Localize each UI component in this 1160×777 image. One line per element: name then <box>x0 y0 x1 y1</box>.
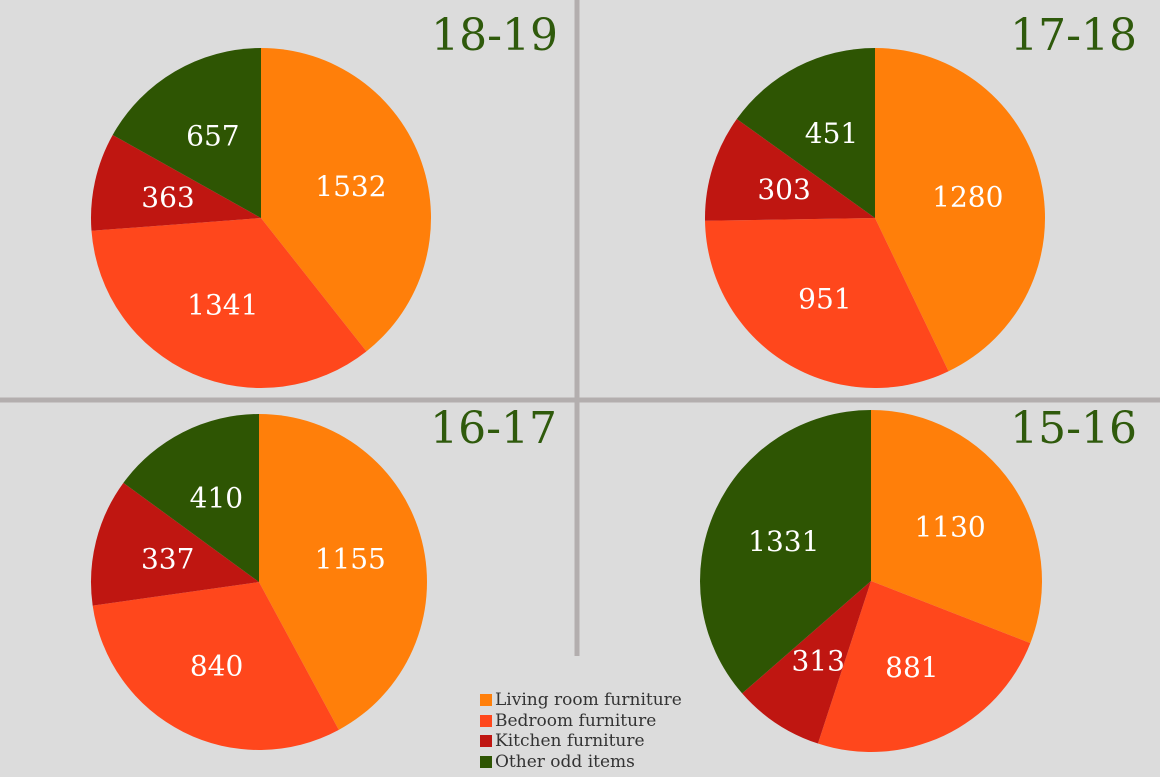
pie-slice-living-room <box>871 410 1042 644</box>
pie-slices <box>700 410 1042 752</box>
legend-label: Other odd items <box>495 751 635 772</box>
pie-slice-label-other: 451 <box>805 117 858 150</box>
pie-slice-label-living-room: 1155 <box>315 543 386 576</box>
pie-slice-kitchen <box>704 119 875 221</box>
pie-slice-label-living-room: 1280 <box>932 180 1003 213</box>
pie-slice-bedroom <box>91 218 367 389</box>
pie-slice-labels: 1280 951 303 451 <box>757 117 1003 316</box>
legend-label: Kitchen furniture <box>495 731 645 751</box>
pie-slice-label-kitchen: 313 <box>791 644 844 677</box>
chart-legend: Living room furniture Bedroom furniture … <box>480 690 682 772</box>
pie-slice-bedroom <box>92 582 339 751</box>
chart-title: 18-19 <box>431 10 558 61</box>
pie-slice-living-room <box>261 48 432 352</box>
chart-title: 17-18 <box>1010 10 1137 61</box>
pie-slice-label-kitchen: 337 <box>141 543 194 576</box>
pie-slice-labels: 1130 881 313 1331 <box>748 511 986 685</box>
pie-slice-living-room <box>259 414 428 730</box>
pie-slice-label-kitchen: 303 <box>757 173 810 206</box>
pie-slice-other <box>736 48 875 218</box>
pie-slice-bedroom <box>705 218 949 389</box>
pie-slice-label-other: 410 <box>190 482 243 515</box>
legend-label: Bedroom furniture <box>495 710 657 731</box>
pie-slice-labels: 1155 840 337 410 <box>141 482 386 683</box>
pie-slice-label-bedroom: 881 <box>885 651 938 684</box>
chart-title: 15-16 <box>1010 403 1137 454</box>
pie-slice-other <box>123 414 259 582</box>
legend-item-bedroom: Bedroom furniture <box>480 711 682 732</box>
pie-chart-16-17: 1155 840 337 410 16-17 <box>91 403 557 751</box>
pie-slice-label-living-room: 1130 <box>914 511 985 544</box>
pie-slice-kitchen <box>742 581 871 744</box>
pie-chart-17-18: 1280 951 303 451 17-18 <box>704 10 1137 389</box>
pie-slices <box>90 48 432 389</box>
pie-chart-18-19: 1532 1341 363 657 18-19 <box>90 10 558 389</box>
pie-slices <box>91 414 428 751</box>
pie-slice-living-room <box>875 48 1046 372</box>
pie-slice-other <box>700 410 871 694</box>
legend-item-other: Other odd items <box>480 752 682 773</box>
pie-slice-bedroom <box>817 581 1031 752</box>
legend-swatch <box>480 694 492 707</box>
pie-slice-other <box>112 48 261 218</box>
pie-slice-label-bedroom: 951 <box>798 283 851 316</box>
pie-slice-kitchen <box>91 482 259 606</box>
pie-slice-label-other: 657 <box>186 119 239 152</box>
legend-item-kitchen: Kitchen furniture <box>480 731 682 752</box>
pie-slice-label-living-room: 1532 <box>315 170 386 203</box>
pie-slice-kitchen <box>90 134 262 231</box>
legend-swatch <box>480 714 492 727</box>
pie-slice-labels: 1532 1341 363 657 <box>141 119 386 321</box>
pie-slice-label-other: 1331 <box>748 525 819 558</box>
pie-slice-label-kitchen: 363 <box>141 181 194 214</box>
legend-label: Living room furniture <box>495 690 682 710</box>
pie-slice-label-bedroom: 840 <box>190 650 243 683</box>
pie-slice-label-bedroom: 1341 <box>187 289 258 322</box>
pie-slices <box>704 48 1046 389</box>
legend-swatch <box>480 735 492 748</box>
chart-title: 16-17 <box>430 403 557 454</box>
pie-chart-15-16: 1130 881 313 1331 15-16 <box>700 403 1137 752</box>
legend-item-living-room: Living room furniture <box>480 690 682 711</box>
legend-swatch <box>480 755 492 768</box>
